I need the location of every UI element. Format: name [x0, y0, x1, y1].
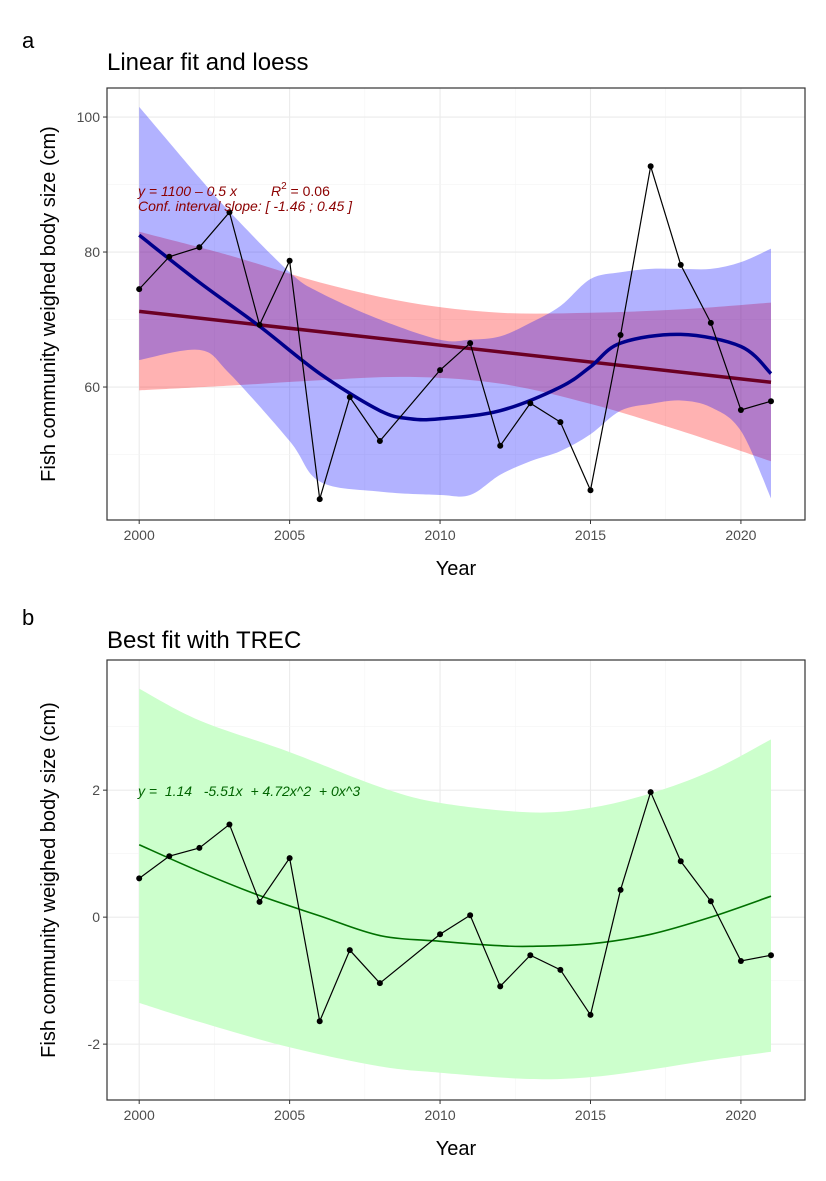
- data-point: [437, 931, 444, 938]
- panel-tag: b: [22, 605, 34, 630]
- data-point: [226, 209, 233, 216]
- y-tick-label: -2: [88, 1036, 101, 1052]
- y-tick-label: 60: [84, 379, 100, 395]
- data-point: [707, 898, 714, 905]
- data-point: [497, 442, 504, 449]
- data-point: [196, 844, 203, 851]
- data-point: [768, 398, 775, 405]
- data-point: [166, 853, 173, 860]
- data-point: [226, 821, 233, 828]
- x-tick-label: 2010: [424, 527, 455, 543]
- data-point: [316, 1018, 323, 1025]
- panel-a: a Linear fit and loess y = 1100 – 0.5 x R2 …: [22, 28, 806, 580]
- grid: [107, 88, 805, 520]
- y-axis-title: Fish community weighed body size (cm): [38, 702, 60, 1058]
- polynomial-fit-line: [138, 844, 772, 948]
- linear-fit-line: [138, 309, 772, 385]
- x-tick-label: 2020: [725, 1107, 756, 1123]
- r-squared-label: R: [271, 183, 281, 199]
- data-point: [136, 286, 143, 293]
- y-axis-title: Fish community weighed body size (cm): [38, 126, 60, 482]
- data-point: [677, 858, 684, 865]
- chart-title: Linear fit and loess: [107, 49, 308, 76]
- data-point: [677, 261, 684, 268]
- data-point: [737, 406, 744, 413]
- data-point: [497, 983, 504, 990]
- data-point: [737, 957, 744, 964]
- plot-frame: [106, 87, 806, 521]
- data-point: [166, 253, 173, 260]
- equation-text: y = 1100 – 0.5 x: [137, 183, 238, 199]
- r-squared-superscript: 2: [281, 181, 287, 192]
- data-point: [316, 496, 323, 503]
- x-tick-label: 2005: [274, 527, 305, 543]
- data-point: [286, 855, 293, 862]
- y-tick-label: 2: [92, 782, 100, 798]
- x-axis-title: Year: [436, 558, 477, 580]
- data-point: [557, 419, 564, 426]
- data-point: [346, 394, 353, 401]
- data-point: [136, 875, 143, 882]
- data-point: [437, 367, 444, 374]
- data-point: [587, 1011, 594, 1018]
- data-point: [768, 952, 775, 959]
- y-tick-label: 80: [84, 244, 100, 260]
- panel-tag: a: [22, 28, 35, 53]
- data-point: [256, 898, 263, 905]
- data-point: [557, 966, 564, 973]
- data-point: [196, 244, 203, 251]
- data-point: [527, 952, 534, 959]
- r-squared-value: = 0.06: [287, 183, 330, 199]
- data-point: [587, 487, 594, 494]
- x-tick-label: 2015: [575, 527, 606, 543]
- confidence-interval-annotation: Conf. interval slope: [ -1.46 ; 0.45 ]: [138, 198, 353, 214]
- data-point: [467, 340, 474, 347]
- panel-b: b Best fit with TREC y = 1.14 -5.51x + 4.7…: [22, 605, 806, 1160]
- y-tick-label: 0: [92, 909, 100, 925]
- x-tick-label: 2000: [124, 1107, 155, 1123]
- x-tick-label: 2000: [124, 527, 155, 543]
- equation-annotation: y = 1100 – 0.5 x R2 = 0.06: [137, 181, 330, 199]
- x-tick-label: 2005: [274, 1107, 305, 1123]
- data-point: [527, 400, 534, 407]
- x-axis-title: Year: [436, 1138, 477, 1160]
- data-point: [256, 321, 263, 328]
- x-tick-label: 2020: [725, 527, 756, 543]
- chart-title: Best fit with TREC: [107, 627, 301, 654]
- fit-confidence-band: [139, 688, 772, 1080]
- equation-annotation: y = 1.14 -5.51x + 4.72x^2 + 0x^3: [137, 783, 360, 799]
- y-tick-label: 100: [77, 109, 101, 125]
- data-point: [376, 438, 383, 445]
- data-point: [346, 947, 353, 954]
- loess-confidence-band: [139, 106, 772, 499]
- x-tick-label: 2010: [424, 1107, 455, 1123]
- data-point: [376, 980, 383, 987]
- data-point: [286, 257, 293, 264]
- data-point: [617, 886, 624, 893]
- plot-frame: [106, 659, 806, 1101]
- data-point: [617, 332, 624, 339]
- data-point: [467, 912, 474, 919]
- data-point: [707, 319, 714, 326]
- data-point: [647, 789, 654, 796]
- data-point: [647, 163, 654, 170]
- x-tick-label: 2015: [575, 1107, 606, 1123]
